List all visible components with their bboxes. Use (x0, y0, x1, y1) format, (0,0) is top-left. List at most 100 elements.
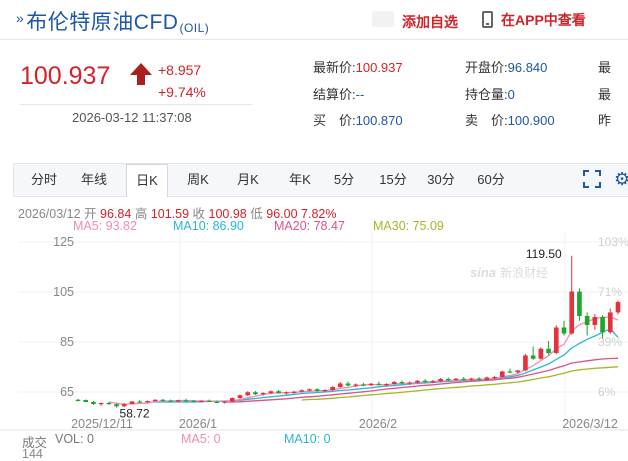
candle-body (476, 378, 482, 380)
last-price: 100.937 (20, 62, 111, 90)
open-in-app-button[interactable]: 在APP中查看 (482, 10, 586, 30)
period-toolbar: 分时 年线 日K 周K 月K 年K 5分 15分 30分 60分 ⚙ (13, 163, 628, 197)
checkbox-placeholder (372, 11, 394, 27)
candle-body (546, 348, 551, 353)
divider (20, 104, 252, 105)
quote-field-value: 0 (507, 87, 515, 102)
ma5-legend: MA5: 93.82 (73, 219, 137, 233)
candle-body (260, 393, 266, 395)
candle-body (175, 400, 181, 402)
tab-period[interactable]: 15分 (379, 172, 407, 187)
change-percent: +9.74% (158, 84, 206, 100)
ohlc-close: 100.98 (208, 207, 247, 221)
tab-period[interactable]: 5分 (333, 172, 355, 187)
candle-body (314, 389, 320, 391)
candle-body (353, 384, 359, 386)
quote-timestamp: 2026-03-12 11:37:08 (72, 110, 192, 125)
header-bar: »布伦特原油CFD(OIL) 添加自选 在APP中查看 (0, 0, 628, 40)
candle-body (484, 377, 490, 380)
candle-body (337, 383, 343, 387)
ohlc-low-label: 低 (250, 207, 263, 221)
ohlc-high-label: 高 (134, 207, 148, 221)
tab-period[interactable]: 年K (289, 172, 311, 187)
candle-body (299, 390, 305, 392)
tab-period[interactable]: 日K (126, 164, 168, 197)
candle-body (607, 312, 613, 333)
candle-body (561, 327, 567, 334)
ohlc-low: 96.00 (266, 207, 298, 221)
quote-field-label: 结算价: (313, 87, 356, 102)
candle-body (376, 383, 382, 385)
phone-icon (482, 11, 493, 28)
ma30-line (301, 366, 619, 401)
gear-icon[interactable]: ⚙ (614, 169, 628, 189)
candle-body (91, 402, 96, 404)
candle-body (106, 403, 112, 405)
candle-body (368, 383, 374, 386)
open-in-app-label: 在APP中查看 (501, 12, 586, 28)
vol-ma10: MA10: 0 (284, 432, 331, 446)
candle-body (291, 391, 297, 393)
candle-body (538, 348, 544, 359)
pct-tick-label: 39% (598, 335, 622, 349)
quote-field: 买 价:100.870 (313, 110, 403, 129)
high-annotation: 119.50 (526, 247, 562, 261)
add-favorite-button[interactable]: 添加自选 (402, 14, 458, 30)
ma20-legend: MA20: 78.47 (274, 219, 345, 233)
candle-body (229, 398, 235, 402)
candle-body (584, 316, 590, 325)
ohlc-high: 101.59 (150, 207, 190, 221)
vol-value: VOL: 0 (55, 432, 94, 446)
kline-chart[interactable]: sina 新浪财经 125 105 85 65 103% 71% 39% 6% 119.50 58.7… (0, 230, 628, 454)
ohlc-date: 2026/03/12 (18, 207, 81, 221)
y-tick-label: 105 (53, 285, 74, 299)
ohlc-row: 2026/03/12 开 96.84 高 101.59 收 100.98 低 9… (18, 203, 336, 222)
quote-field-label: 最 (598, 60, 612, 75)
candle-body (399, 382, 405, 384)
up-arrow-icon (130, 63, 152, 85)
quote-field-value: 100.870 (355, 113, 403, 128)
ohlc-open-label: 开 (84, 207, 97, 221)
change-value: +8.957 (158, 62, 202, 78)
candle-body (438, 379, 443, 382)
quote-field: 最 (598, 57, 611, 76)
tab-period[interactable]: 周K (187, 172, 209, 187)
candle-body (191, 400, 197, 402)
tab-period[interactable]: 月K (237, 172, 259, 187)
candle-body (237, 395, 243, 398)
tab-period[interactable]: 30分 (427, 172, 455, 187)
candle-body (600, 317, 605, 333)
tab-period[interactable]: 年线 (80, 172, 107, 187)
y-tick-label: 85 (60, 335, 74, 349)
ma30-legend: MA30: 75.09 (373, 219, 444, 233)
candle-body (75, 399, 81, 401)
quote-field-label: 持仓量: (465, 87, 508, 102)
candle-body (245, 392, 251, 396)
candle-body (145, 401, 150, 403)
quote-field-label: 买 价: (313, 113, 356, 128)
candle-body (345, 383, 351, 386)
quote-field: 最 (598, 84, 611, 103)
low-annotation: 58.72 (120, 407, 150, 421)
tab-period[interactable]: 分时 (30, 172, 57, 187)
quote-field: 卖 价:100.900 (465, 110, 555, 129)
candle-body (592, 317, 598, 325)
candle-body (199, 400, 204, 402)
candle-body (253, 392, 258, 395)
vol-scale: 144 (22, 447, 43, 461)
fullscreen-icon[interactable] (583, 170, 601, 188)
ohlc-open: 96.84 (100, 207, 132, 221)
quote-field-label: 最 (598, 87, 612, 102)
price-change: +8.957 +9.74% (158, 59, 206, 103)
candle-body (183, 400, 189, 402)
instrument-title: »布伦特原油CFD(OIL) (16, 6, 209, 36)
tab-period[interactable]: 60分 (477, 172, 505, 187)
quote-field: 开盘价:96.840 (465, 57, 547, 76)
candle-body (307, 389, 312, 391)
ohlc-close-label: 收 (192, 207, 206, 221)
double-chevron-icon: » (16, 10, 25, 26)
vol-ma5: MA5: 0 (181, 432, 221, 446)
x-tick-label: 2026/1 (179, 417, 217, 431)
candle-body (98, 403, 104, 405)
candle-body (430, 381, 436, 383)
